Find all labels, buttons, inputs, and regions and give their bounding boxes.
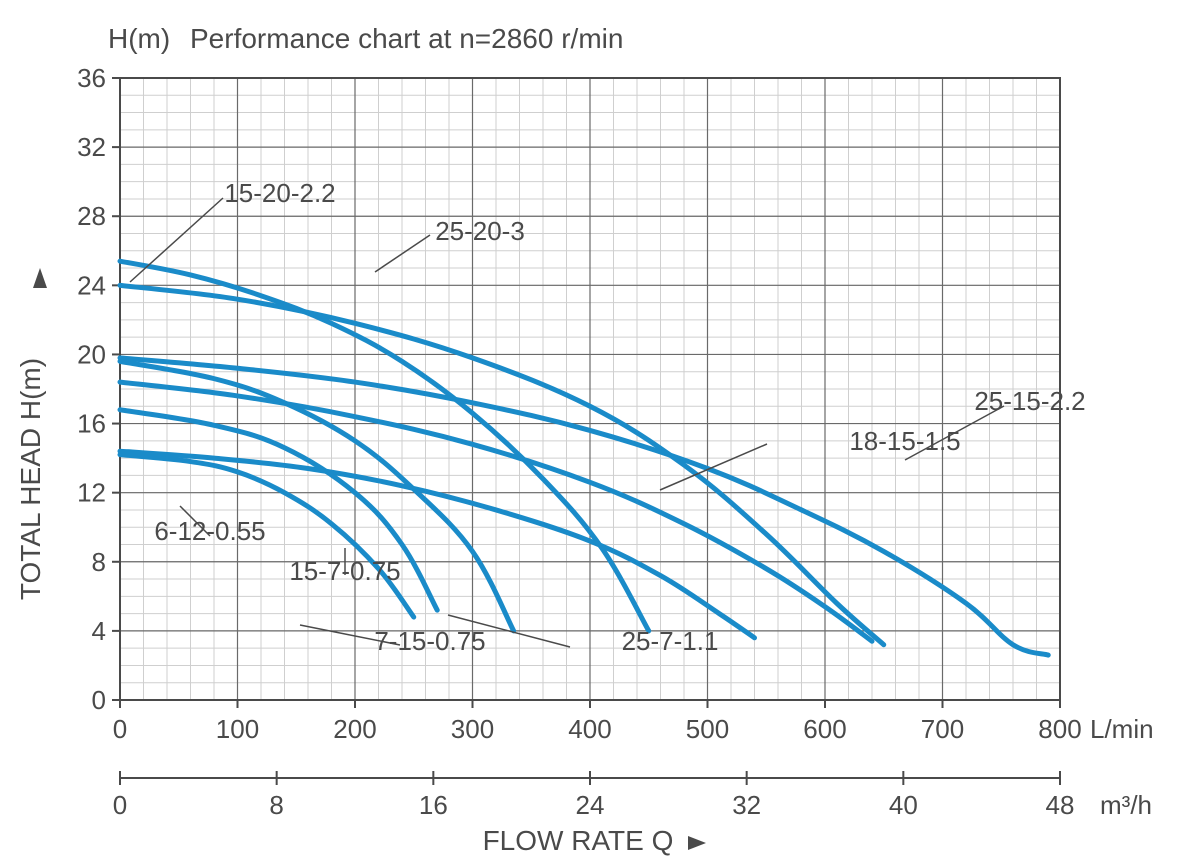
curve-label-15-20-2.2: 15-20-2.2 [224, 178, 335, 208]
curve-label-25-7-1.1: 25-7-1.1 [622, 626, 719, 656]
curve-25-20-3 [120, 285, 884, 644]
y-tick-label: 16 [77, 409, 106, 439]
x1-tick-label: 400 [568, 714, 611, 744]
curve-label-25-15-2.2: 25-15-2.2 [974, 386, 1085, 416]
y-tick-label: 28 [77, 201, 106, 231]
up-arrow-icon [33, 268, 47, 288]
y-tick-label: 24 [77, 270, 106, 300]
y-tick-label: 12 [77, 478, 106, 508]
x2-tick-label: 16 [419, 790, 448, 820]
y-tick-label: 4 [92, 616, 106, 646]
x-axis-label: FLOW RATE Q [483, 825, 674, 856]
x2-tick-label: 40 [889, 790, 918, 820]
x1-tick-label: 700 [921, 714, 964, 744]
curve-label-7-15-0.75: 7-15-0.75 [374, 626, 485, 656]
x1-unit: L/min [1090, 714, 1154, 744]
y-tick-label: 20 [77, 339, 106, 369]
curve-label-18-15-1.5: 18-15-1.5 [849, 426, 960, 456]
y-axis-label: TOTAL HEAD H(m) [15, 358, 46, 600]
x2-tick-label: 24 [576, 790, 605, 820]
x2-unit: m³/h [1100, 790, 1152, 820]
y-tick-label: 36 [77, 63, 106, 93]
x1-tick-label: 600 [803, 714, 846, 744]
x2-tick-label: 0 [113, 790, 127, 820]
x2-tick-label: 32 [732, 790, 761, 820]
x1-tick-label: 800 [1038, 714, 1081, 744]
curve-label-15-7-0.75: 15-7-0.75 [289, 556, 400, 586]
x1-tick-label: 200 [333, 714, 376, 744]
y-sublabel: H(m) [108, 23, 170, 54]
right-arrow-icon [688, 836, 706, 850]
x1-tick-label: 100 [216, 714, 259, 744]
x1-tick-label: 300 [451, 714, 494, 744]
x1-tick-label: 0 [113, 714, 127, 744]
chart-title: Performance chart at n=2860 r/min [190, 23, 623, 54]
x2-tick-label: 48 [1046, 790, 1075, 820]
x2-tick-label: 8 [269, 790, 283, 820]
y-tick-label: 32 [77, 132, 106, 162]
x1-tick-label: 500 [686, 714, 729, 744]
curve-label-25-20-3: 25-20-3 [435, 216, 525, 246]
curve-label-6-12-0.55: 6-12-0.55 [154, 516, 265, 546]
y-tick-label: 0 [92, 685, 106, 715]
y-tick-label: 8 [92, 547, 106, 577]
performance-chart: 0481216202428323601002003004005006007008… [0, 0, 1196, 868]
